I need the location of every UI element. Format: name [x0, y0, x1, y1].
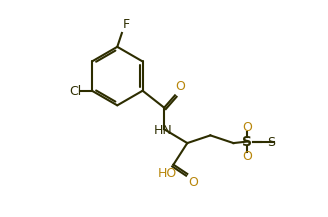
Text: O: O: [188, 176, 198, 189]
Text: S: S: [241, 135, 252, 149]
Text: O: O: [242, 121, 252, 134]
Text: O: O: [176, 80, 186, 93]
Text: Cl: Cl: [69, 85, 81, 98]
Text: O: O: [242, 150, 252, 163]
Text: S: S: [267, 136, 276, 149]
Text: HN: HN: [154, 124, 172, 137]
Text: F: F: [123, 18, 130, 31]
Text: HO: HO: [158, 167, 177, 180]
